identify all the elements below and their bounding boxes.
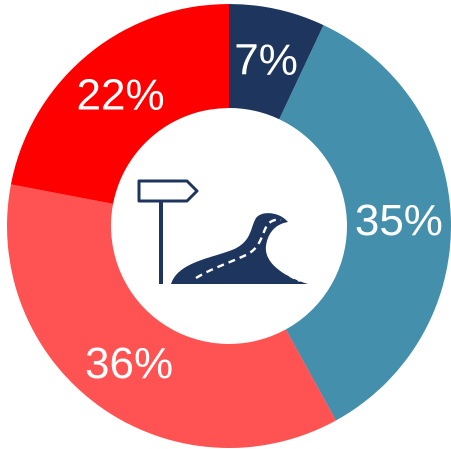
donut-slices: [7, 4, 451, 448]
donut-slice-label-4: 22%: [77, 71, 165, 120]
donut-slice-4: [10, 4, 229, 204]
donut-labels: 7% 35% 36% 22%: [77, 36, 443, 388]
road-center-line: [195, 218, 282, 280]
donut-slice-label-2: 35%: [355, 196, 443, 245]
donut-slice-label-1: 7%: [234, 36, 298, 85]
signpost-board: [137, 179, 199, 203]
road-right-curve: [267, 248, 301, 282]
donut-slice-3: [7, 184, 336, 448]
donut-slice-label-3: 36%: [85, 339, 173, 388]
donut-slice-1: [229, 4, 324, 120]
donut-slice-2: [279, 25, 451, 421]
signpost-pole: [159, 192, 163, 284]
road-signpost-icon: [137, 179, 308, 284]
winding-road: [171, 213, 308, 284]
